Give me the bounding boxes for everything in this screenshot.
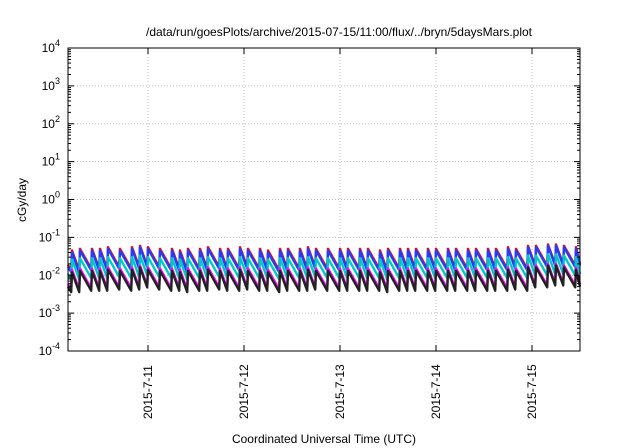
series-line-5 — [66, 264, 582, 294]
y-tick-label: 100 — [42, 190, 60, 207]
y-tick-label: 102 — [42, 114, 60, 131]
y-tick-label: 104 — [42, 38, 60, 55]
y-tick-label: 10-1 — [39, 227, 60, 244]
x-tick-label: 2015-7-15 — [525, 364, 539, 419]
x-axis-label: Coordinated Universal Time (UTC) — [232, 432, 416, 446]
x-tick-label: 2015-7-12 — [237, 364, 251, 419]
y-axis-label: cGy/day — [15, 178, 29, 222]
x-tick-label: 2015-7-13 — [333, 364, 347, 419]
x-axis-ticks: 2015-7-11 2015-7-12 2015-7-13 2015-7-14 2015… — [141, 48, 539, 419]
y-tick-label: 10-4 — [39, 341, 60, 358]
y-tick-label: 10-3 — [39, 303, 60, 320]
x-tick-label: 2015-7-14 — [429, 364, 443, 419]
y-tick-label: 101 — [42, 152, 60, 169]
grid — [68, 48, 580, 351]
y-tick-label: 103 — [42, 76, 60, 93]
y-axis-ticks: 10-4 10-3 10-2 10-1 100 101 102 103 104 — [39, 38, 580, 358]
series-group — [66, 243, 582, 294]
chart-title: /data/run/goesPlots/archive/2015-07-15/1… — [146, 25, 533, 39]
y-tick-label: 10-2 — [39, 265, 60, 282]
x-tick-label: 2015-7-11 — [141, 365, 155, 419]
